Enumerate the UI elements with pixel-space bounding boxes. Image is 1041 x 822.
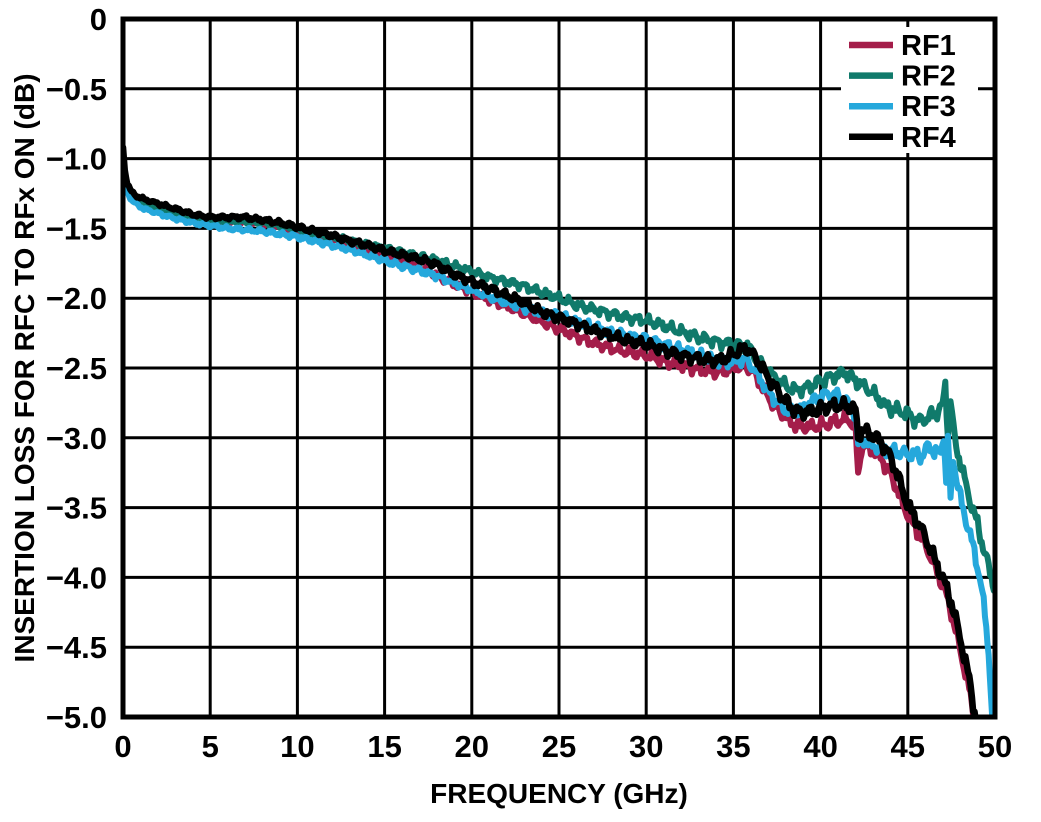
y-tick-label: −1.5 [46,211,107,246]
legend-label-rf2: RF2 [901,61,956,93]
x-tick-label: 40 [803,729,837,764]
y-axis-title: INSERTION LOSS FOR RFC TO RFx ON (dB) [9,73,40,662]
x-tick-label: 45 [891,729,925,764]
y-tick-label: 0 [90,2,107,37]
legend-label-rf1: RF1 [901,30,956,62]
x-tick-label: 20 [455,729,489,764]
series-rf4-line [123,144,979,717]
legend-label-rf4: RF4 [901,122,956,154]
y-tick-label: −1.0 [46,142,107,177]
x-tick-label: 35 [716,729,750,764]
data-curves [123,144,995,717]
y-tick-label: −2.0 [46,281,107,316]
y-axis-tick-labels: 0 −0.5 −1.0 −1.5 −2.0 −2.5 −3.0 −3.5 −4.0 −4.5 −5.… [46,2,107,735]
legend-label-rf3: RF3 [901,91,956,123]
x-tick-label: 50 [978,729,1012,764]
y-tick-label: −2.5 [46,351,107,386]
y-tick-label: −3.5 [46,491,107,526]
x-tick-label: 10 [280,729,314,764]
x-tick-label: 25 [542,729,576,764]
y-tick-label: −3.0 [46,421,107,456]
x-tick-label: 30 [629,729,663,764]
x-axis-title: FREQUENCY (GHz) [430,778,688,809]
plot-border [120,16,998,720]
series-rf1-line [123,146,977,717]
x-tick-label: 5 [202,729,219,764]
y-tick-label: −5.0 [46,700,107,735]
y-tick-label: −4.0 [46,560,107,595]
series-rf2-line [123,147,995,594]
x-axis-tick-labels: 0 5 10 15 20 25 30 35 40 45 50 [114,729,1012,764]
x-tick-label: 0 [114,729,131,764]
x-tick-label: 15 [367,729,401,764]
y-tick-label: −4.5 [46,630,107,665]
y-tick-label: −0.5 [46,72,107,107]
